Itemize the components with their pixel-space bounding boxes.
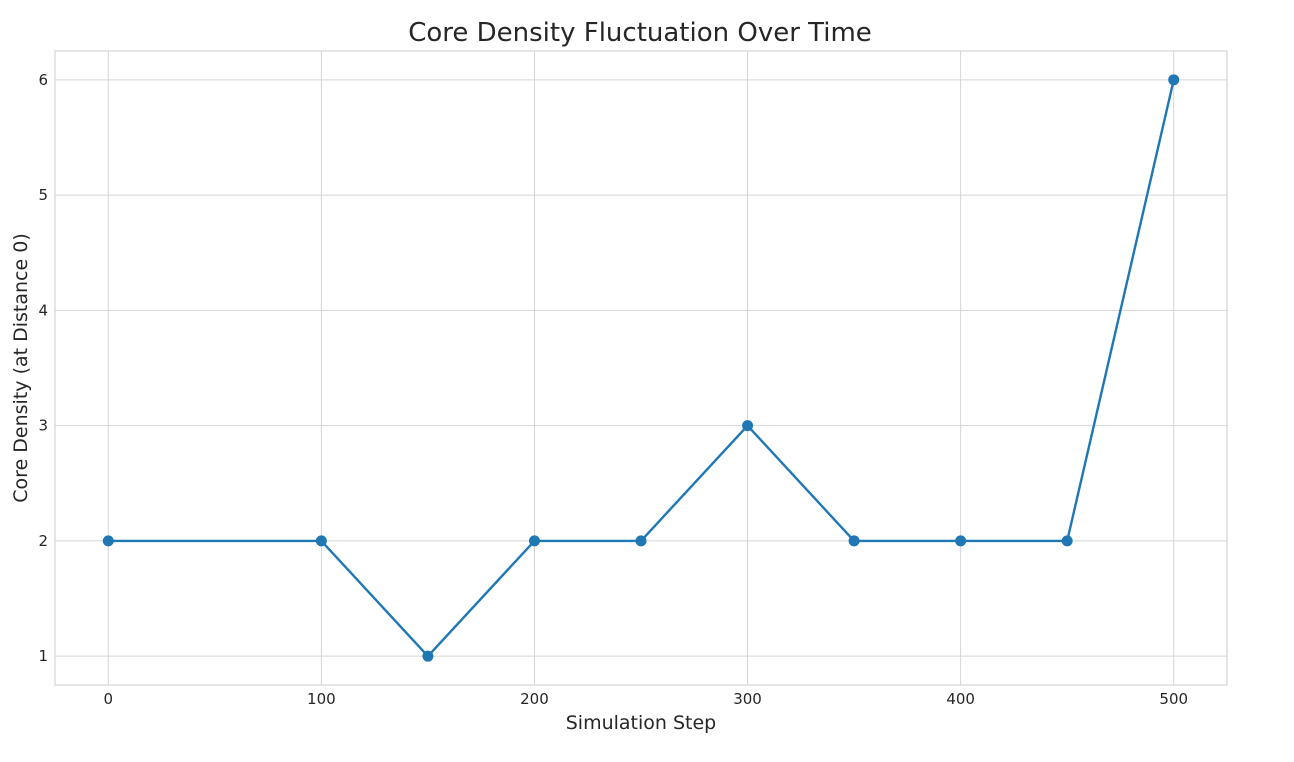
- x-axis-ticks: 0 100 200 300 400 500: [103, 690, 1188, 708]
- y-axis-ticks: 1 2 3 4 5 6: [38, 71, 48, 665]
- data-point: [102, 535, 114, 547]
- data-point: [635, 535, 647, 547]
- data-point: [848, 535, 860, 547]
- x-tick-label: 400: [946, 690, 975, 708]
- data-point: [315, 535, 327, 547]
- x-tick-label: 200: [520, 690, 549, 708]
- data-point: [528, 535, 540, 547]
- y-tick-label: 6: [38, 71, 48, 89]
- x-tick-label: 300: [733, 690, 762, 708]
- x-axis-label: Simulation Step: [566, 712, 717, 734]
- y-tick-label: 3: [38, 417, 48, 435]
- grid: [55, 51, 1227, 685]
- data-point: [742, 420, 754, 432]
- y-axis-label: Core Density (at Distance 0): [10, 233, 32, 502]
- data-point: [1061, 535, 1073, 547]
- plot-area-frame: [54, 50, 1228, 686]
- x-tick-label: 500: [1159, 690, 1188, 708]
- x-tick-label: 100: [307, 690, 336, 708]
- data-point: [955, 535, 967, 547]
- data-point: [1168, 74, 1180, 86]
- y-tick-label: 5: [38, 186, 48, 204]
- series-line: [108, 79, 1175, 658]
- y-tick-label: 2: [38, 532, 48, 550]
- chart-title: Core Density Fluctuation Over Time: [408, 18, 872, 48]
- x-tick-label: 0: [103, 690, 113, 708]
- y-tick-label: 4: [38, 301, 48, 319]
- series-group: [102, 74, 1180, 662]
- data-point: [422, 650, 434, 662]
- y-tick-label: 1: [38, 647, 48, 665]
